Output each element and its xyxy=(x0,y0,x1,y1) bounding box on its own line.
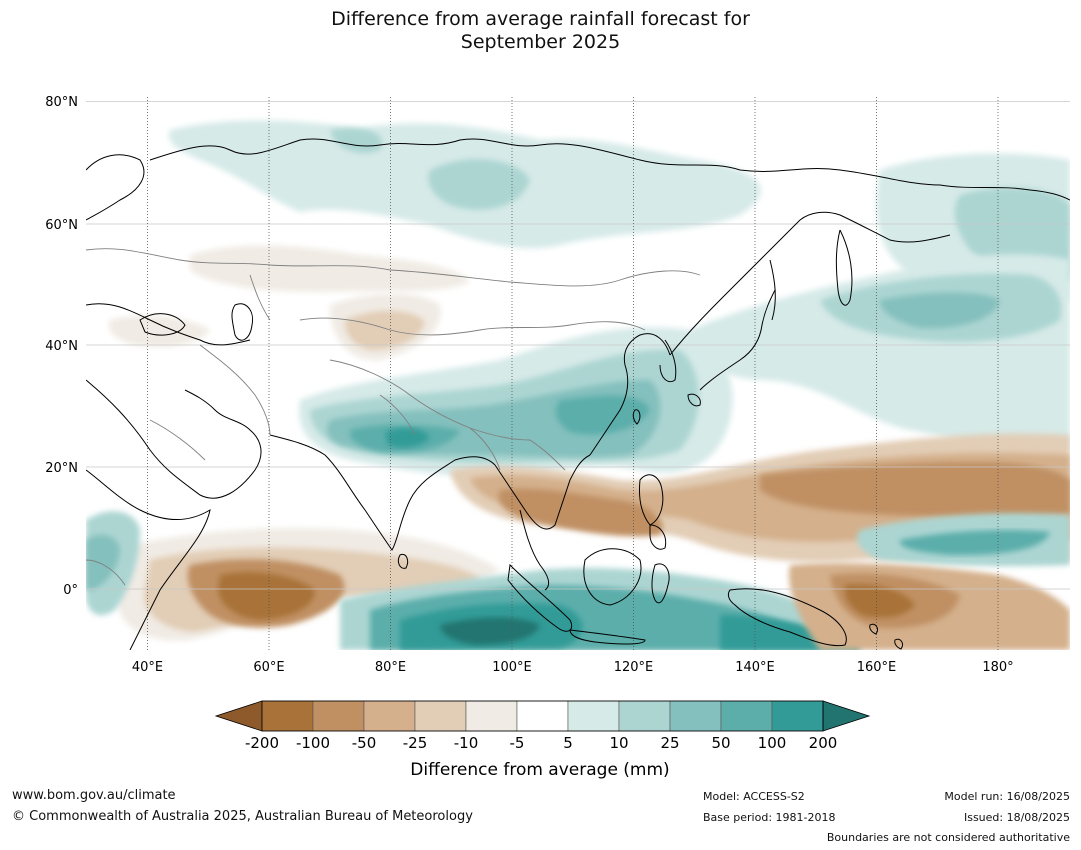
colorbar-tick-label: -25 xyxy=(403,734,428,752)
anomaly-shading xyxy=(86,120,1070,650)
lon-label-180: 180° xyxy=(982,660,1013,675)
colorbar-extend-high xyxy=(822,700,871,732)
colorbar-segment xyxy=(516,700,569,732)
colorbar-tick-label: 100 xyxy=(758,734,787,752)
colorbar-tick-label: 50 xyxy=(711,734,730,752)
issued-text: Issued: 18/08/2025 xyxy=(963,811,1070,824)
colorbar-segment xyxy=(618,700,671,732)
colorbar-segment xyxy=(669,700,722,732)
colorbar-tick-label: 10 xyxy=(609,734,628,752)
colorbar-tick-label: -5 xyxy=(510,734,525,752)
coastlines xyxy=(86,138,1070,650)
colorbar-title: Difference from average (mm) xyxy=(410,760,669,780)
lat-label-60n: 60°N xyxy=(45,218,78,233)
colorbar-segment xyxy=(720,700,773,732)
website-link[interactable]: www.bom.gov.au/climate xyxy=(12,788,176,803)
lon-label-80e: 80°E xyxy=(375,660,406,675)
boundaries-note: Boundaries are not considered authoritat… xyxy=(826,831,1070,844)
graticule xyxy=(86,97,1070,650)
colorbar-outline xyxy=(261,700,824,732)
axis-labels: 80°N 60°N 40°N 20°N 0° 40°E 60°E 80°E 10… xyxy=(45,95,1013,675)
lon-label-160e: 160°E xyxy=(857,660,897,675)
copyright-text: © Commonwealth of Australia 2025, Austra… xyxy=(12,809,473,824)
lat-label-0: 0° xyxy=(63,583,78,598)
colorbar-tick-label: 200 xyxy=(809,734,838,752)
colorbar-extend-low xyxy=(214,700,263,732)
lon-label-100e: 100°E xyxy=(492,660,532,675)
chart-title: Difference from average rainfall forecas… xyxy=(0,8,1081,54)
lon-label-60e: 60°E xyxy=(253,660,284,675)
lon-label-120e: 120°E xyxy=(614,660,654,675)
colorbar-tick-label: -100 xyxy=(296,734,330,752)
colorbar xyxy=(214,700,871,732)
colorbar-tick-label: 25 xyxy=(660,734,679,752)
colorbar-segment xyxy=(567,700,620,732)
base-period-text: Base period: 1981-2018 xyxy=(703,811,836,824)
colorbar-segment xyxy=(261,700,314,732)
colorbar-segment xyxy=(312,700,365,732)
lat-label-40n: 40°N xyxy=(45,339,78,354)
lon-label-40e: 40°E xyxy=(132,660,163,675)
colorbar-segment xyxy=(414,700,467,732)
colorbar-tick-label: -200 xyxy=(245,734,279,752)
country-boundaries xyxy=(86,248,701,586)
colorbar-segment xyxy=(771,700,824,732)
model-text: Model: ACCESS-S2 xyxy=(703,790,805,803)
title-line-2: September 2025 xyxy=(460,31,621,53)
colorbar-ticks: -200 -100 -50 -25 -10 -5 5 10 25 50 100 200 xyxy=(245,734,837,752)
title-line-1: Difference from average rainfall forecas… xyxy=(331,8,750,30)
colorbar-tick-label: -10 xyxy=(454,734,479,752)
colorbar-segment xyxy=(363,700,416,732)
model-run-text: Model run: 16/08/2025 xyxy=(944,790,1070,803)
colorbar-tick-label: 5 xyxy=(563,734,573,752)
lat-label-80n: 80°N xyxy=(45,95,78,110)
colorbar-tick-label: -50 xyxy=(352,734,377,752)
lon-label-140e: 140°E xyxy=(735,660,775,675)
map-panel xyxy=(86,97,1070,650)
colorbar-segment xyxy=(465,700,518,732)
lat-label-20n: 20°N xyxy=(45,461,78,476)
